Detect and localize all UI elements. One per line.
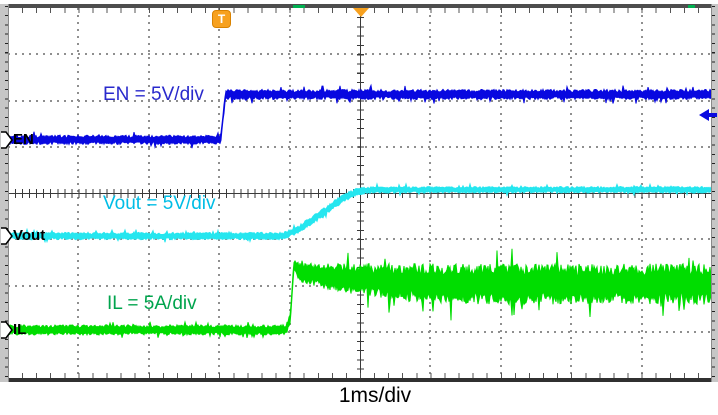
graticule-bottom-border [0,378,718,382]
left-scale-rail [0,4,9,384]
channel-arrow-icon [1,321,13,339]
channel-marker-il: IL [0,321,26,339]
channel-marker-en-label: EN [13,131,34,148]
channel-marker-vout: Vout [0,227,45,245]
top-green-marker-icon [293,5,305,8]
il-scale-label: IL = 5A/div [107,293,197,314]
trace-il [8,248,712,339]
horizontal-reference-triangle-icon [353,8,369,17]
top-green-marker-small-icon [688,5,695,8]
left-rail-ticks [5,6,8,384]
vout-scale-label: Vout = 5V/div [103,193,216,214]
scope-plot [8,8,712,378]
trigger-flag-icon: T [212,10,231,28]
right-rail-ticks [712,6,715,384]
trace-en [8,83,712,149]
channel-marker-vout-label: Vout [13,227,46,244]
trace-vout [8,182,712,244]
trigger-level-arrow-tail [708,113,717,117]
channel-arrow-icon [1,227,13,245]
channel-marker-il-label: IL [13,321,27,338]
timebase-label: 1ms/div [338,384,412,407]
trigger-level-arrow-icon [699,109,709,121]
graticule-top-border [0,4,718,8]
channel-arrow-icon [1,131,13,149]
bottom-minor-ticks [8,373,712,378]
en-scale-label: EN = 5V/div [103,84,204,105]
channel-marker-en: EN [0,131,34,149]
waveform-canvas [8,83,712,339]
right-scale-rail [711,4,718,384]
